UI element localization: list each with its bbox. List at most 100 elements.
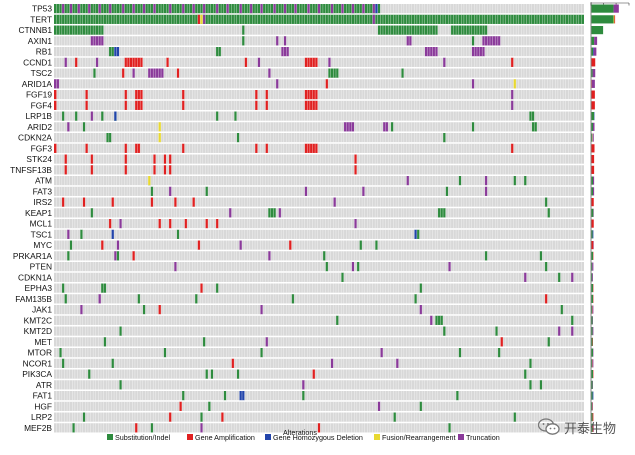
summary-bar-fgf3 bbox=[591, 144, 595, 153]
watermark-text: 开泰生物 bbox=[564, 421, 617, 437]
legend-swatch-s bbox=[107, 434, 113, 440]
column-separators bbox=[56, 219, 582, 229]
row-background bbox=[54, 251, 584, 261]
alteration-cell bbox=[294, 4, 297, 14]
alteration-cell bbox=[265, 90, 269, 100]
gene-label-pik3ca: PIK3CA bbox=[22, 369, 52, 379]
alteration-cell bbox=[377, 401, 381, 411]
column-separators bbox=[56, 133, 582, 143]
alteration-cell bbox=[557, 272, 561, 282]
gene-label-fam135b: FAM135B bbox=[15, 294, 52, 304]
alteration-cell bbox=[456, 391, 459, 401]
alteration-cell bbox=[67, 122, 70, 132]
gene-label-tnfsf13b: TNFSF13B bbox=[10, 165, 52, 175]
alteration-cell bbox=[103, 337, 107, 347]
alteration-cell bbox=[544, 262, 548, 272]
summary-bar-ncor1 bbox=[592, 359, 594, 368]
alteration-cell bbox=[90, 208, 94, 218]
alteration-cell bbox=[523, 176, 527, 186]
alteration-cell bbox=[134, 100, 143, 110]
alteration-cell bbox=[260, 4, 263, 14]
alteration-cell bbox=[85, 143, 88, 153]
row-background bbox=[54, 154, 584, 164]
alteration-cell bbox=[260, 348, 263, 358]
alteration-cell bbox=[236, 369, 240, 379]
alteration-cell bbox=[176, 68, 180, 78]
summary-bar-lrp1b bbox=[591, 112, 595, 121]
alteration-cell bbox=[325, 262, 329, 272]
column-separators bbox=[56, 79, 582, 89]
row-pik3ca bbox=[54, 369, 584, 379]
alteration-cell bbox=[523, 369, 527, 379]
alteration-cell bbox=[500, 337, 504, 347]
column-separators bbox=[56, 154, 582, 164]
alteration-cell bbox=[202, 4, 206, 14]
summary-bar-prkar1a bbox=[591, 251, 593, 260]
alteration-cell bbox=[87, 369, 91, 379]
column-separators bbox=[56, 315, 582, 325]
row-fat1 bbox=[54, 391, 584, 401]
alteration-cell bbox=[362, 4, 365, 14]
alteration-cell bbox=[443, 133, 446, 143]
summary-bar-tert bbox=[613, 15, 615, 24]
gene-label-cdkn2a: CDKN2A bbox=[18, 133, 52, 143]
alteration-cell bbox=[147, 176, 151, 186]
legend-label: Fusion/Rearrangement bbox=[382, 433, 456, 442]
alteration-cell bbox=[341, 272, 344, 282]
alteration-cell bbox=[268, 208, 276, 218]
alteration-cell bbox=[200, 14, 203, 24]
alteration-cell bbox=[119, 219, 122, 229]
alteration-cell bbox=[312, 369, 316, 379]
alteration-cell bbox=[557, 326, 561, 336]
gene-label-myc: MYC bbox=[33, 240, 52, 250]
alteration-cell bbox=[72, 423, 75, 433]
row-background bbox=[54, 165, 584, 175]
alteration-cell bbox=[153, 165, 156, 175]
row-arid1a bbox=[54, 79, 584, 89]
summary-bar-lrp2 bbox=[591, 413, 593, 422]
alteration-cell bbox=[570, 272, 574, 282]
row-tsc2 bbox=[54, 68, 584, 78]
alteration-cell bbox=[406, 176, 410, 186]
alteration-cell bbox=[302, 380, 305, 390]
column-separators bbox=[56, 369, 582, 379]
row-kmt2d bbox=[54, 326, 584, 336]
gene-label-met: MET bbox=[34, 337, 52, 347]
alteration-cell bbox=[64, 165, 68, 175]
row-background bbox=[54, 47, 584, 57]
alteration-cell bbox=[101, 240, 104, 250]
row-background bbox=[54, 90, 584, 100]
row-arid2 bbox=[54, 122, 584, 132]
gene-label-epha3: EPHA3 bbox=[25, 283, 53, 293]
alteration-cell bbox=[471, 36, 475, 46]
gene-label-kmt2d: KMT2D bbox=[24, 326, 52, 336]
alteration-cell bbox=[393, 412, 397, 422]
alteration-cell bbox=[539, 380, 543, 390]
alteration-cell bbox=[168, 4, 172, 14]
alteration-cell bbox=[372, 14, 376, 24]
alteration-cell bbox=[304, 57, 318, 67]
row-background bbox=[54, 186, 584, 196]
alteration-cell bbox=[90, 154, 94, 164]
alteration-cell bbox=[265, 337, 269, 347]
summary-bar-kmt2c bbox=[591, 316, 593, 325]
summary-bar-fat3 bbox=[591, 187, 593, 196]
alteration-cell bbox=[419, 305, 423, 315]
alteration-cell bbox=[377, 25, 438, 35]
alteration-cell bbox=[69, 4, 73, 14]
row-background bbox=[54, 358, 584, 368]
alteration-cell bbox=[249, 4, 253, 14]
alteration-cell bbox=[510, 90, 514, 100]
summary-bar-pten bbox=[592, 262, 594, 271]
column-separators bbox=[56, 90, 582, 100]
alteration-cell bbox=[239, 4, 242, 14]
column-separators bbox=[56, 337, 582, 347]
row-background bbox=[54, 240, 584, 250]
alteration-cell bbox=[228, 208, 232, 218]
alteration-cell bbox=[255, 90, 258, 100]
gene-label-jak1: JAK1 bbox=[32, 305, 52, 315]
alteration-cell bbox=[268, 251, 271, 261]
gene-label-arid2: ARID2 bbox=[27, 122, 52, 132]
alteration-cell bbox=[181, 4, 185, 14]
alteration-cell bbox=[168, 219, 172, 229]
